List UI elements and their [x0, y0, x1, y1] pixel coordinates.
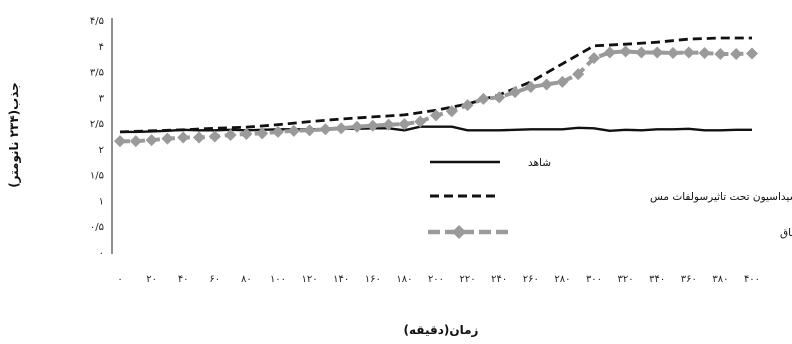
series-marker	[746, 47, 758, 60]
x-tick-label: ۲۰۰	[428, 274, 444, 285]
x-tick-label: ۱۶۰	[365, 274, 381, 285]
series-marker	[382, 118, 395, 131]
series-marker	[193, 131, 205, 144]
x-tick-label: ۴۰۰	[744, 274, 760, 285]
series-marker	[398, 118, 411, 131]
series-marker	[714, 48, 727, 61]
legend-label-1: شاهد	[528, 157, 551, 169]
series-marker	[619, 45, 632, 58]
series-marker	[335, 122, 348, 135]
series-marker	[224, 128, 237, 141]
x-axis-title: زمان(دقیقه)	[404, 323, 479, 337]
series-marker	[603, 46, 616, 59]
series-marker	[461, 99, 474, 112]
series-marker	[272, 125, 284, 138]
x-tick-label: ۱۴۰	[333, 274, 349, 285]
x-tick-label: ۰	[117, 274, 122, 285]
series-marker	[303, 124, 316, 137]
series-marker	[445, 105, 458, 118]
series-marker	[145, 134, 158, 147]
y-tick-labels: ۰ ۰/۵ ۱ ۱/۵ ۲ ۲/۵ ۳ ۳/۵ ۴ ۴/۵	[90, 16, 105, 259]
series-marker	[493, 91, 506, 104]
x-tick-label: ۳۴۰	[649, 274, 665, 285]
series-marker	[240, 127, 253, 140]
series-marker	[114, 135, 126, 148]
x-tick-label: ۱۲۰	[302, 274, 318, 285]
y-tick-label: ۱/۵	[90, 171, 104, 182]
series-marker	[588, 52, 600, 65]
legend: شاهد اکسیداسیون تحت تاثیرسولفات مس اکسیداس…	[428, 157, 792, 239]
series-marker	[509, 86, 521, 99]
series-marker	[698, 46, 711, 59]
series-marker	[430, 109, 442, 122]
plot-area	[111, 18, 758, 254]
series-marker	[667, 46, 679, 59]
series-marker	[351, 120, 363, 133]
x-tick-label: ۱۰۰	[270, 274, 286, 285]
x-tick-label: ۳۲۰	[618, 274, 634, 285]
x-tick-label: ۲۸۰	[554, 274, 570, 285]
x-tick-label: ۲۲۰	[460, 274, 476, 285]
x-tick-label: ۶۰	[209, 274, 220, 285]
series-marker	[556, 75, 569, 88]
x-tick-label: ۸۰	[241, 274, 252, 285]
series-marker	[208, 130, 221, 143]
x-tick-label: ۱۸۰	[396, 274, 412, 285]
legend-label-3: اکسیداسیون تحت تاثیر ترکیبات فلاونوئیدی …	[780, 227, 792, 239]
series-marker	[256, 127, 269, 140]
series-marker	[572, 68, 585, 81]
y-tick-label: ۲	[99, 145, 104, 156]
series-marker	[366, 119, 379, 132]
x-tick-label: ۳۶۰	[681, 274, 697, 285]
y-tick-label: ۳	[99, 93, 105, 104]
series-marker	[730, 48, 743, 61]
legend-marker	[452, 225, 466, 239]
legend-label-2: اکسیداسیون تحت تاثیرسولفات مس	[650, 191, 792, 203]
series-marker	[319, 123, 332, 136]
series-marker	[177, 131, 190, 144]
series-marker	[651, 46, 664, 59]
x-tick-label: ۳۰۰	[586, 274, 602, 285]
x-tick-label: ۲۶۰	[523, 274, 539, 285]
y-tick-label: ۲/۵	[90, 119, 104, 130]
y-tick-label: ۰	[99, 248, 104, 259]
series-marker	[477, 92, 490, 105]
series-line-1	[120, 125, 752, 134]
series-marker	[524, 81, 537, 94]
x-tick-label: ۲۰	[146, 274, 157, 285]
x-tick-labels: ۰ ۲۰ ۴۰ ۶۰ ۸۰ ۱۰۰ ۱۲۰ ۱۴۰ ۱۶۰ ۱۸۰ ۲۰۰ ۲۲۰ ۲۴۰ ۲۶۰ ۲۸۰ ۳…	[117, 274, 760, 285]
series-marker	[635, 46, 648, 59]
y-tick-label: ۴/۵	[90, 16, 104, 27]
series-marker	[540, 78, 553, 91]
y-tick-label: ۱	[99, 196, 104, 207]
series-marker	[682, 46, 695, 59]
x-tick-label: ۴۰	[178, 274, 189, 285]
y-tick-label: ۳/۵	[90, 68, 104, 79]
y-tick-label: ۴	[99, 42, 104, 53]
series-marker	[414, 115, 427, 128]
series-marker	[161, 132, 174, 145]
series-marker	[129, 135, 142, 148]
y-tick-label: ۰/۵	[90, 222, 104, 233]
y-axis-title: جذب(۲۳۴ نانومتر)	[7, 82, 22, 188]
x-tick-label: ۲۴۰	[491, 274, 507, 285]
x-tick-label: ۳۸۰	[712, 274, 728, 285]
series-marker	[287, 124, 300, 137]
